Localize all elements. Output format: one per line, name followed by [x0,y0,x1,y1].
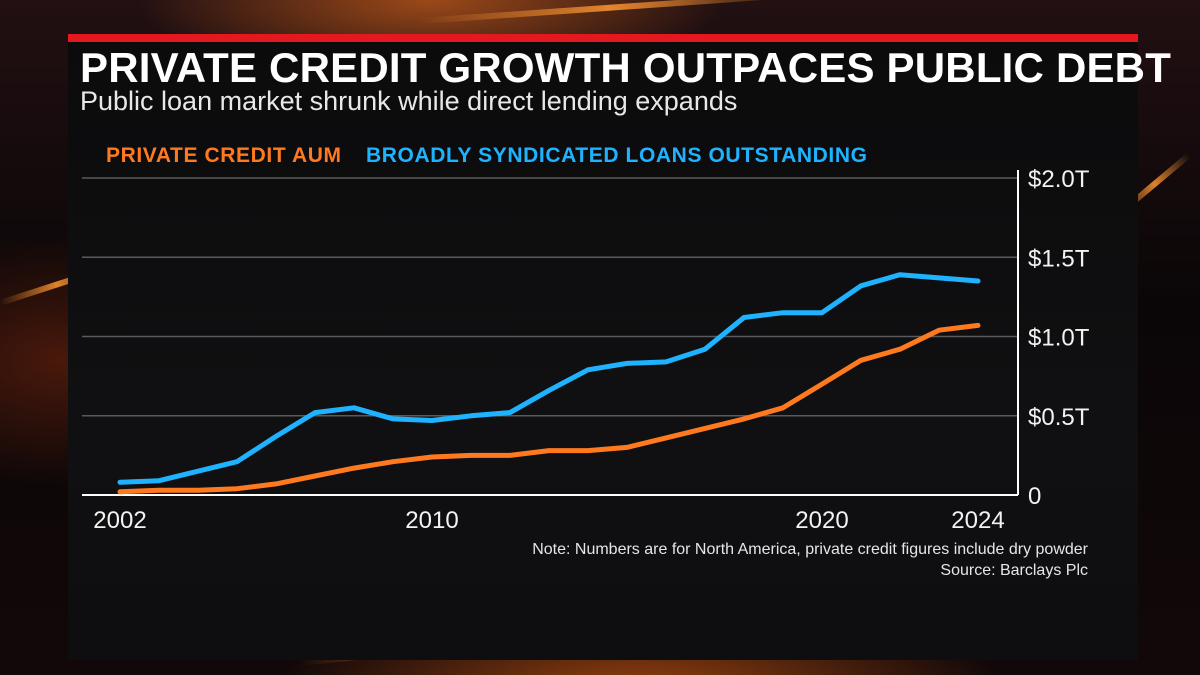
y-tick-label: $1.5T [1028,245,1090,272]
x-tick-label: 2024 [951,507,1004,534]
chart-source: Source: Barclays Plc [940,562,1088,579]
x-tick-label: 2002 [93,507,146,534]
chart-subtitle: Public loan market shrunk while direct l… [80,86,738,116]
legend-private-credit: PRIVATE CREDIT AUM [106,144,342,167]
y-tick-label: $0.5T [1028,404,1090,431]
accent-bar [68,34,1138,42]
x-tick-label: 2020 [795,507,848,534]
chart-note: Note: Numbers are for North America, pri… [532,541,1088,558]
legend-broadly-syndicated-loans: BROADLY SYNDICATED LOANS OUTSTANDING [366,144,868,167]
y-tick-label: $1.0T [1028,325,1090,352]
y-tick-label: 0 [1028,483,1041,510]
chart-panel [68,40,1138,660]
chart-title: PRIVATE CREDIT GROWTH OUTPACES PUBLIC DE… [80,44,1172,91]
y-tick-label: $2.0T [1028,166,1090,193]
broadly-syndicated-loans-line [117,272,981,485]
x-tick-label: 2010 [405,507,458,534]
private-credit-line [117,322,981,495]
